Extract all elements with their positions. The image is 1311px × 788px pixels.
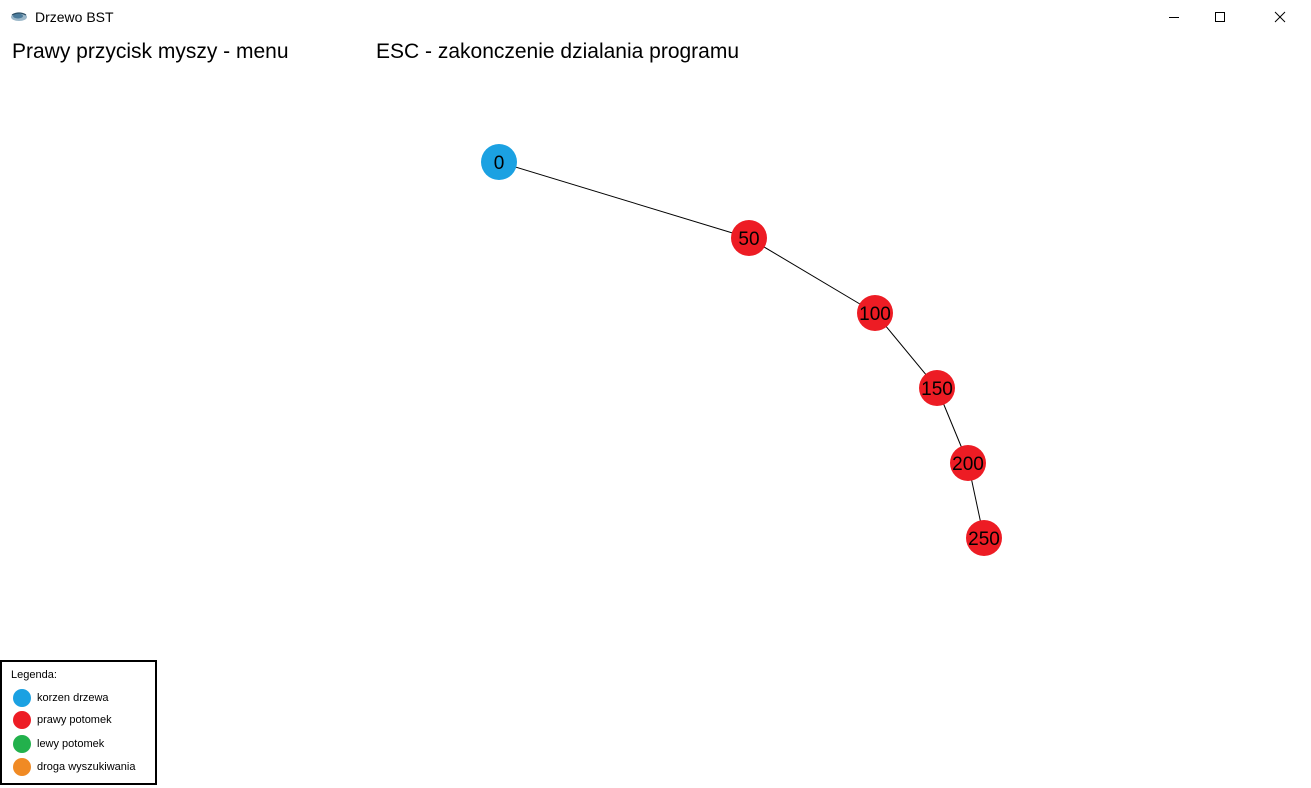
tree-node[interactable]: 0: [481, 144, 517, 180]
minimize-button[interactable]: [1151, 0, 1197, 34]
tree-node[interactable]: 100: [857, 295, 893, 331]
tree-node-circle: [481, 144, 517, 180]
tree-node-circle: [966, 520, 1002, 556]
legend-search-dot: [13, 758, 31, 776]
tree-node-circle: [731, 220, 767, 256]
legend-right-dot: [13, 711, 31, 729]
legend-box: Legenda: korzen drzewa prawy potomek lew…: [0, 660, 157, 785]
tree-node[interactable]: 250: [966, 520, 1002, 556]
tree-node-circle: [919, 370, 955, 406]
app-logo-icon: [11, 12, 27, 21]
maximize-icon: [1215, 12, 1225, 22]
legend-item-label: korzen drzewa: [37, 692, 109, 704]
close-button[interactable]: [1257, 0, 1303, 34]
tree-node-label: 150: [921, 379, 953, 400]
minimize-icon: [1169, 17, 1179, 18]
menu-hint: Prawy przycisk myszy - menu: [12, 40, 289, 63]
tree-node-label: 100: [859, 304, 891, 325]
tree-node-label: 200: [952, 454, 984, 475]
tree-edge: [498, 161, 750, 239]
legend-left-dot: [13, 735, 31, 753]
title-bar: Drzewo BST: [0, 0, 1311, 34]
tree-node-circle: [857, 295, 893, 331]
legend-item-label: lewy potomek: [37, 738, 105, 750]
tree-node[interactable]: 150: [919, 370, 955, 406]
tree-node[interactable]: 200: [950, 445, 986, 481]
close-icon: [1274, 11, 1286, 23]
esc-hint: ESC - zakonczenie dzialania programu: [376, 40, 740, 63]
tree-node-circle: [950, 445, 986, 481]
tree-node-label: 250: [968, 529, 1000, 550]
legend-item-label: prawy potomek: [37, 714, 112, 726]
tree-node-label: 50: [738, 229, 759, 250]
tree-node-label: 0: [494, 153, 505, 174]
maximize-button[interactable]: [1197, 0, 1243, 34]
legend-item-label: droga wyszukiwania: [37, 761, 136, 773]
tree-edge: [748, 237, 876, 314]
tree-node[interactable]: 50: [731, 220, 767, 256]
window-title: Drzewo BST: [35, 9, 114, 25]
legend-title: Legenda:: [11, 669, 57, 681]
legend-root-dot: [13, 689, 31, 707]
